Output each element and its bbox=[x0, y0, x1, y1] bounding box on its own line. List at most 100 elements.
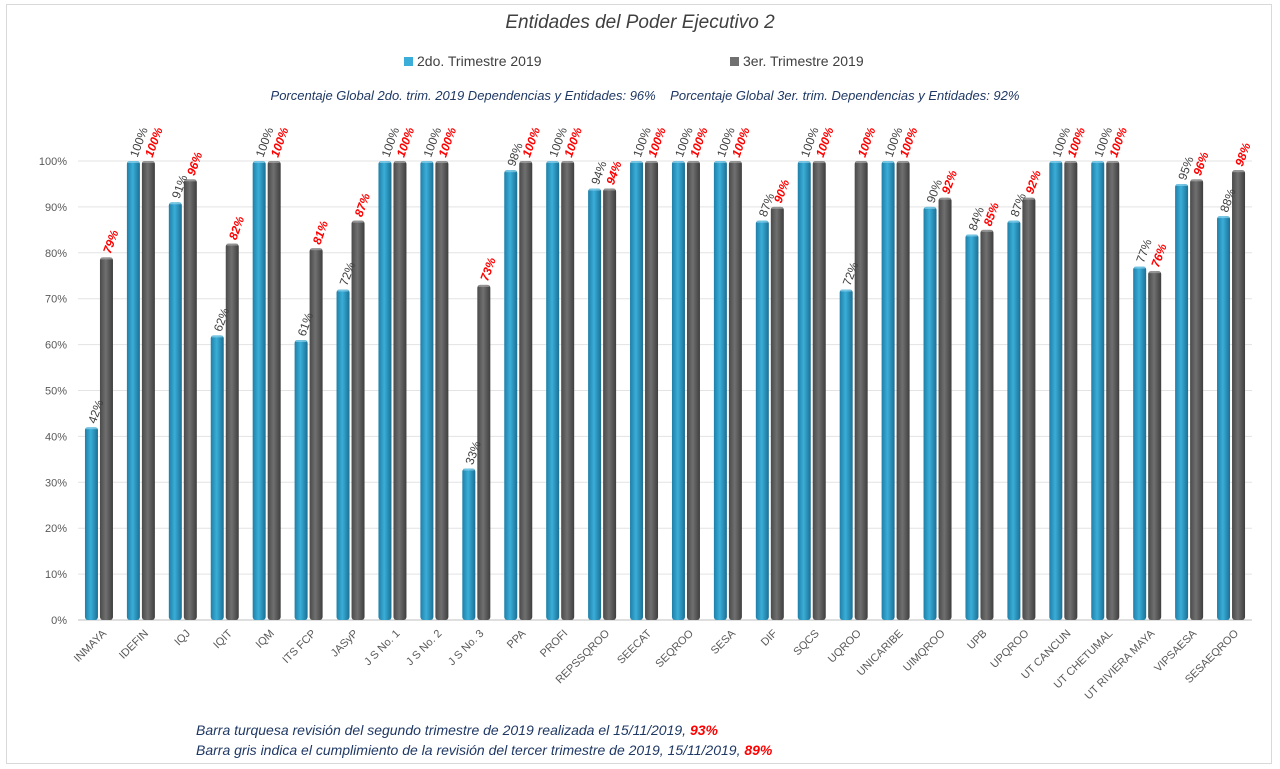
bar-series2-highlight bbox=[729, 161, 741, 163]
bar-series1 bbox=[420, 161, 434, 620]
chart-title: Entidades del Poder Ejecutivo 2 bbox=[505, 12, 775, 33]
bar-series2-highlight bbox=[981, 229, 993, 232]
bar-series2-highlight bbox=[1065, 161, 1077, 163]
note-text-2: Barra gris indica el cumplimiento de la … bbox=[196, 742, 745, 758]
bar-series2 bbox=[896, 161, 910, 620]
bar-series2 bbox=[99, 257, 113, 620]
bar-series2-highlight bbox=[352, 220, 364, 223]
bar-series1-highlight bbox=[1008, 220, 1020, 223]
category-label: IQJ bbox=[172, 628, 193, 649]
bar-series1 bbox=[1091, 161, 1105, 620]
category-label: UPB bbox=[965, 628, 989, 652]
y-tick-label: 90% bbox=[45, 202, 67, 214]
bar-series2 bbox=[686, 161, 700, 620]
y-tick-label: 30% bbox=[45, 477, 67, 489]
bar-series2-highlight bbox=[687, 161, 699, 163]
bar-series1 bbox=[210, 335, 224, 620]
legend-swatch-series2 bbox=[730, 56, 739, 66]
category-label: J S No. 2 bbox=[404, 628, 444, 668]
bar-series1-highlight bbox=[211, 335, 223, 338]
bar-series1 bbox=[1175, 183, 1189, 620]
category-label: SESA bbox=[709, 627, 739, 657]
y-tick-label: 100% bbox=[39, 156, 67, 168]
bar-series2 bbox=[1106, 161, 1120, 620]
bar-series2 bbox=[351, 220, 365, 621]
bar-series1-highlight bbox=[798, 161, 810, 163]
note-line-2: Barra gris indica el cumplimiento de la … bbox=[196, 742, 772, 758]
bar-series1-highlight bbox=[169, 202, 181, 205]
data-label-series2: 90% bbox=[771, 177, 792, 205]
bar-series1-highlight bbox=[1050, 161, 1062, 163]
bar-series2-highlight bbox=[436, 161, 448, 163]
bar-series1-highlight bbox=[1092, 161, 1104, 163]
data-label-series2: 92% bbox=[939, 168, 960, 196]
bar-series1 bbox=[504, 170, 518, 620]
bar-series1-highlight bbox=[421, 161, 433, 163]
bar-series2 bbox=[435, 161, 449, 620]
bar-series1 bbox=[630, 161, 644, 620]
bar-series2 bbox=[519, 161, 533, 620]
bar-series2 bbox=[309, 248, 323, 620]
bar-series1 bbox=[881, 161, 895, 620]
bar-series1-highlight bbox=[1218, 216, 1230, 219]
summary-text-q2: Porcentaje Global 2do. trim. 2019 Depend… bbox=[270, 88, 656, 103]
bar-series2 bbox=[854, 161, 868, 620]
bar-series2-highlight bbox=[1023, 197, 1035, 200]
bar-series1 bbox=[671, 161, 685, 620]
bar-series1-highlight bbox=[1134, 266, 1146, 269]
category-label: J S No. 3 bbox=[446, 628, 486, 668]
category-label: ITS FCP bbox=[280, 628, 318, 666]
bar-series2 bbox=[393, 161, 407, 620]
bar-series1 bbox=[755, 220, 769, 621]
data-label-series2: 87% bbox=[352, 191, 373, 219]
bar-series2 bbox=[1148, 271, 1162, 620]
bar-series2 bbox=[183, 179, 197, 621]
bar-series1-highlight bbox=[756, 220, 768, 223]
bar-series1-highlight bbox=[631, 161, 643, 163]
bar-series2 bbox=[561, 161, 575, 620]
data-label-series2: 98% bbox=[1232, 141, 1253, 169]
category-label: DIF bbox=[759, 627, 780, 648]
bar-series1-highlight bbox=[589, 188, 601, 191]
chart-frame bbox=[6, 4, 1272, 764]
bar-series1-highlight bbox=[505, 170, 517, 173]
category-label: IQM bbox=[254, 628, 277, 651]
y-tick-label: 50% bbox=[45, 386, 67, 398]
bar-series1 bbox=[588, 188, 602, 621]
data-label-series2: 85% bbox=[981, 200, 1002, 228]
bar-series1 bbox=[126, 161, 140, 620]
bar-series1-highlight bbox=[840, 289, 852, 292]
legend-label-series1: 2do. Trimestre 2019 bbox=[417, 53, 542, 69]
bar-series1 bbox=[168, 202, 182, 620]
bar-series1 bbox=[965, 234, 979, 620]
note-pct-1: 93% bbox=[689, 722, 718, 738]
bar-series2-highlight bbox=[855, 161, 867, 163]
bar-series1-highlight bbox=[337, 289, 349, 292]
data-label-series2: 100% bbox=[519, 125, 543, 159]
bar-series1 bbox=[546, 161, 560, 620]
bar-series2-highlight bbox=[562, 161, 574, 163]
category-label: PROFI bbox=[538, 628, 570, 660]
bar-series2-highlight bbox=[1107, 161, 1119, 163]
data-label-series2: 96% bbox=[184, 150, 205, 178]
category-label: SQCS bbox=[791, 628, 822, 659]
bar-series1 bbox=[839, 289, 853, 620]
data-label-series2: 82% bbox=[226, 214, 247, 242]
bar-series1-highlight bbox=[672, 161, 684, 163]
bar-series1 bbox=[1217, 216, 1231, 620]
bar-series2 bbox=[645, 161, 659, 620]
bar-series2-highlight bbox=[520, 161, 532, 163]
bar-series2 bbox=[1064, 161, 1078, 620]
category-label: J S No. 1 bbox=[362, 628, 402, 668]
bar-series2 bbox=[225, 243, 239, 620]
data-label-series2: 73% bbox=[477, 255, 498, 283]
data-label-series2: 92% bbox=[1023, 168, 1044, 196]
bar-series1-highlight bbox=[463, 468, 475, 471]
category-label: UIMQROO bbox=[901, 627, 948, 674]
data-label-series2: 100% bbox=[855, 125, 879, 159]
bar-series2 bbox=[1190, 179, 1204, 621]
bar-series1 bbox=[84, 427, 98, 620]
bar-series1-highlight bbox=[547, 161, 559, 163]
legend-item-series2: 3er. Trimestre 2019 bbox=[730, 53, 864, 69]
